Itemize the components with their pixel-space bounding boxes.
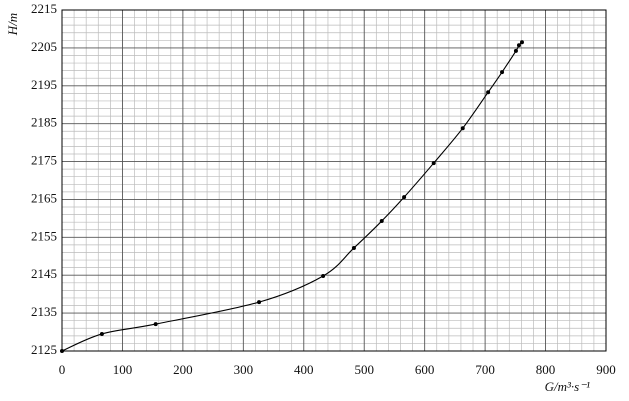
- data-point: [60, 349, 64, 353]
- x-tick-label: 100: [113, 362, 133, 377]
- y-tick-label: 2125: [31, 342, 57, 357]
- y-tick-label: 2195: [31, 77, 57, 92]
- x-axis-label: G/m³·s⁻¹: [545, 379, 590, 394]
- y-tick-label: 2145: [31, 266, 57, 281]
- data-point: [519, 40, 524, 45]
- x-tick-label: 700: [475, 362, 495, 377]
- fit-curve: [61, 41, 523, 352]
- data-point: [516, 43, 521, 48]
- x-tick-label: 500: [354, 362, 374, 377]
- data-point: [321, 273, 326, 278]
- y-tick-label: 2205: [31, 39, 57, 54]
- data-point: [460, 126, 465, 131]
- data-point: [513, 48, 518, 53]
- data-point: [402, 195, 407, 200]
- x-tick-label: 400: [294, 362, 314, 377]
- x-tick-label: 900: [596, 362, 616, 377]
- y-tick-label: 2175: [31, 153, 57, 168]
- y-tick-label: 2135: [31, 304, 57, 319]
- x-tick-label: 600: [415, 362, 435, 377]
- x-tick-label: 0: [59, 362, 66, 377]
- y-tick-label: 2185: [31, 115, 57, 130]
- y-tick-label: 2215: [31, 1, 57, 16]
- x-tick-label: 800: [536, 362, 556, 377]
- x-tick-label: 200: [173, 362, 193, 377]
- data-point: [500, 70, 505, 75]
- data-point: [153, 322, 158, 327]
- data-point: [379, 219, 384, 224]
- y-tick-label: 2165: [31, 190, 57, 205]
- x-tick-label: 300: [234, 362, 254, 377]
- data-point: [351, 245, 356, 250]
- data-point: [99, 331, 104, 336]
- plot-frame: [61, 9, 607, 352]
- data-point: [257, 300, 262, 305]
- y-tick-label: 2155: [31, 228, 57, 243]
- data-point: [431, 161, 436, 166]
- data-point: [486, 90, 491, 95]
- y-axis-label: H/m: [5, 13, 20, 36]
